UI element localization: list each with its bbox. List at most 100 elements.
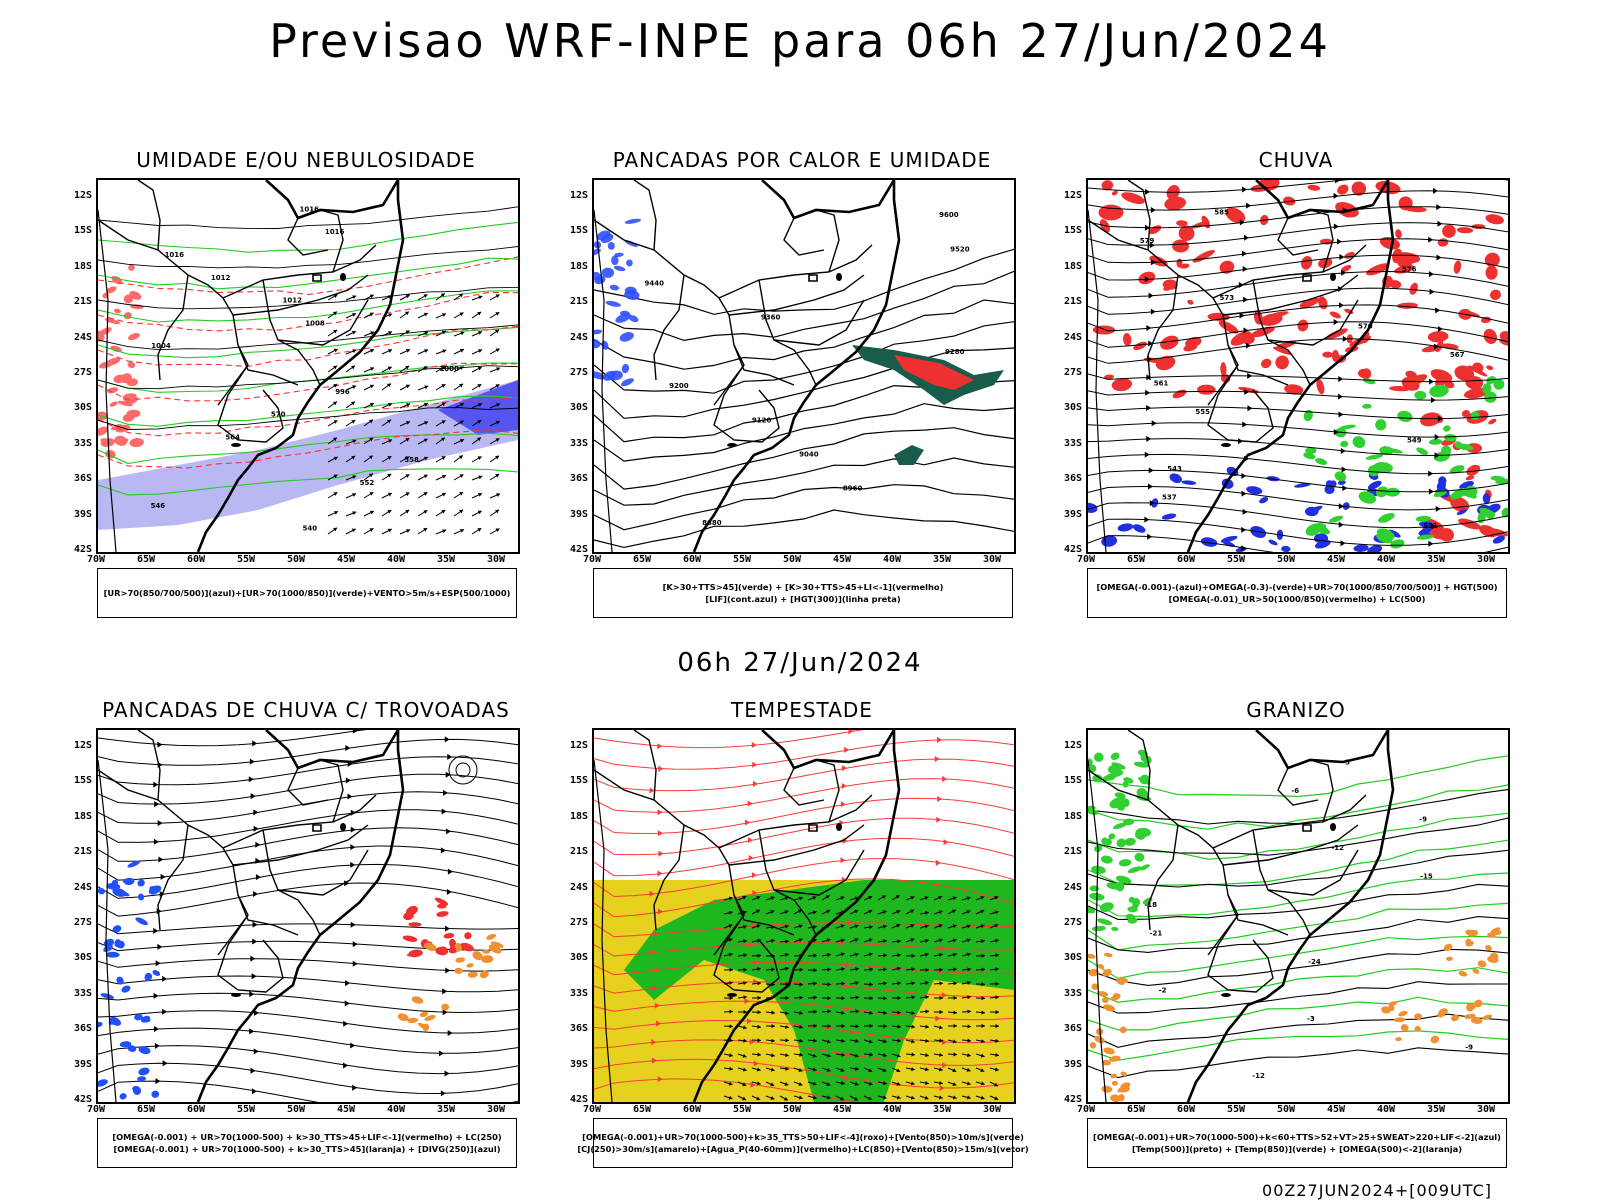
lon-tick-label: 45W [1326,1104,1346,1115]
map-panel-trovoadas [96,728,520,1104]
lat-tick-label: 33S [73,987,92,999]
omega-orange-south [1381,999,1492,1044]
thunderstorm-orange-area [424,933,504,979]
lon-tick-label: 70W [582,554,602,565]
coastline [692,180,901,552]
contour-label: 570 [1358,322,1373,330]
panel-title-chuva: CHUVA [1258,148,1334,172]
contour-label: 567 [1450,351,1465,359]
lat-tick-label: 21S [73,296,92,308]
contour-label: -3 [1307,1015,1315,1023]
contour-label: 585 [1214,208,1229,216]
lon-tick-label: 70W [1076,1104,1096,1115]
contour-label: 9120 [752,416,772,424]
lat-tick-label: 36S [73,1023,92,1035]
omega-orange-east [1444,927,1502,977]
legend-line: [LIF](cont.azul) + [HGT(300)](linha pret… [705,594,901,604]
coastline [196,730,405,1102]
legend-granizo: [OMEGA(-0.001)+UR>70(1000-500)+k<60+TTS>… [1087,1118,1507,1168]
lon-tick-label: 60W [186,554,206,565]
contour-label: 9280 [945,348,965,356]
lon-tick-label: 45W [336,1104,356,1115]
contour-label: 9520 [950,245,970,253]
lat-tick-label: 15S [73,225,92,237]
contour-label: 564 [225,433,240,441]
lon-tick-label: 50W [782,554,802,565]
lat-tick-label: 36S [569,473,588,485]
map-panel-calor: 9600 9520 9440 9360 9280 9200 9120 9040 8960 8880 [592,178,1016,554]
lon-tick-label: 60W [186,1104,206,1115]
contour-label: 561 [1154,379,1169,387]
contour-label: 996 [335,388,350,396]
contour-label: 9440 [644,280,664,288]
lon-tick-label: 65W [136,554,156,565]
contour-labels: 1016101610161012101210081004100099657056… [151,205,459,532]
contour-label: 531 [1423,522,1438,530]
lat-tick-label: 42S [569,544,588,555]
country-borders [594,180,873,443]
instability-red-area [894,355,974,390]
lon-tick-label: 40W [882,1104,902,1115]
contour-label: 558 [404,456,419,464]
lat-tick-label: 27S [1063,367,1082,378]
contour-label: 1008 [305,319,325,327]
lat-tick-label: 12S [73,740,92,751]
contour-lines [98,206,518,430]
lat-tick-label: 15S [1063,775,1082,787]
lon-tick-label: 60W [682,554,702,565]
lat-tick-label: 39S [1063,508,1082,520]
legend-line: [OMEGA(-0.001)+UR>70(1000-500)+k<60+TTS>… [1093,1132,1501,1142]
contour-label: 1016 [165,251,185,259]
lon-tick-label: 70W [86,1104,106,1115]
lat-tick-label: 30S [73,402,92,414]
lat-tick-label: 12S [569,740,588,751]
lon-tick-label: 55W [236,1104,256,1115]
contour-label: -21 [1150,929,1163,937]
contour-lines [98,256,518,469]
contour-lines [1088,755,1508,1061]
lat-tick-label: 42S [73,544,92,555]
lif-blue-contours [594,218,642,387]
lat-tick-label: 21S [73,846,92,858]
lat-tick-label: 33S [1063,437,1082,449]
panel-title-calor: PANCADAS POR CALOR E UMIDADE [612,148,992,172]
main-title: Previsao WRF-INPE para 06h 27/Jun/2024 [269,14,1331,68]
lat-tick-label: 36S [569,1023,588,1035]
contour-label: 1012 [283,297,303,305]
panel-title-trovoadas: PANCADAS DE CHUVA C/ TROVOADAS [102,698,510,722]
lat-tick-label: 24S [73,881,92,893]
lat-tick-label: 36S [1063,473,1082,485]
wind-vectors [327,292,501,535]
lon-tick-label: 50W [286,554,306,565]
lon-tick-label: 45W [832,1104,852,1115]
lat-tick-label: 12S [1063,190,1082,201]
subtitle-date: 06h 27/Jun/2024 [677,648,923,678]
legend-tempestade: [OMEGA(-0.001)+UR>70(1000-500)+k>35_TTS>… [577,1118,1029,1168]
lat-tick-label: 12S [73,190,92,201]
lon-tick-label: 30W [982,1104,1002,1115]
lat-tick-label: 24S [569,881,588,893]
lon-tick-label: 35W [436,1104,456,1115]
lat-tick-label: 21S [569,846,588,858]
lat-tick-label: 15S [73,775,92,787]
lon-tick-label: 60W [1176,1104,1196,1115]
contour-label: -9 [1419,815,1427,823]
lon-tick-label: 40W [386,1104,406,1115]
legend-umidade: [UR>70(850/700/500)](azul)+[UR>70(1000/8… [97,568,517,618]
contour-label: 1016 [300,205,320,213]
contour-label: 543 [1167,465,1182,473]
contour-label: 546 [151,502,166,510]
contour-label: -6 [1291,787,1299,795]
panel-title-granizo: GRANIZO [1246,698,1346,722]
lat-tick-label: 30S [569,402,588,414]
green-contour-cluster [1088,749,1153,932]
lon-tick-label: 35W [932,554,952,565]
contour-label: 9200 [669,382,689,390]
omega-orange-west [1088,952,1131,1102]
lat-tick-label: 24S [569,331,588,343]
contour-label: 549 [1407,436,1422,444]
legend-trovoadas: [OMEGA(-0.001) + UR>70(1000-500) + k>30_… [97,1118,517,1168]
contour-label: -12 [1331,844,1344,852]
contour-label: -9 [1465,1043,1473,1051]
contour-label: 1000 [439,365,459,373]
